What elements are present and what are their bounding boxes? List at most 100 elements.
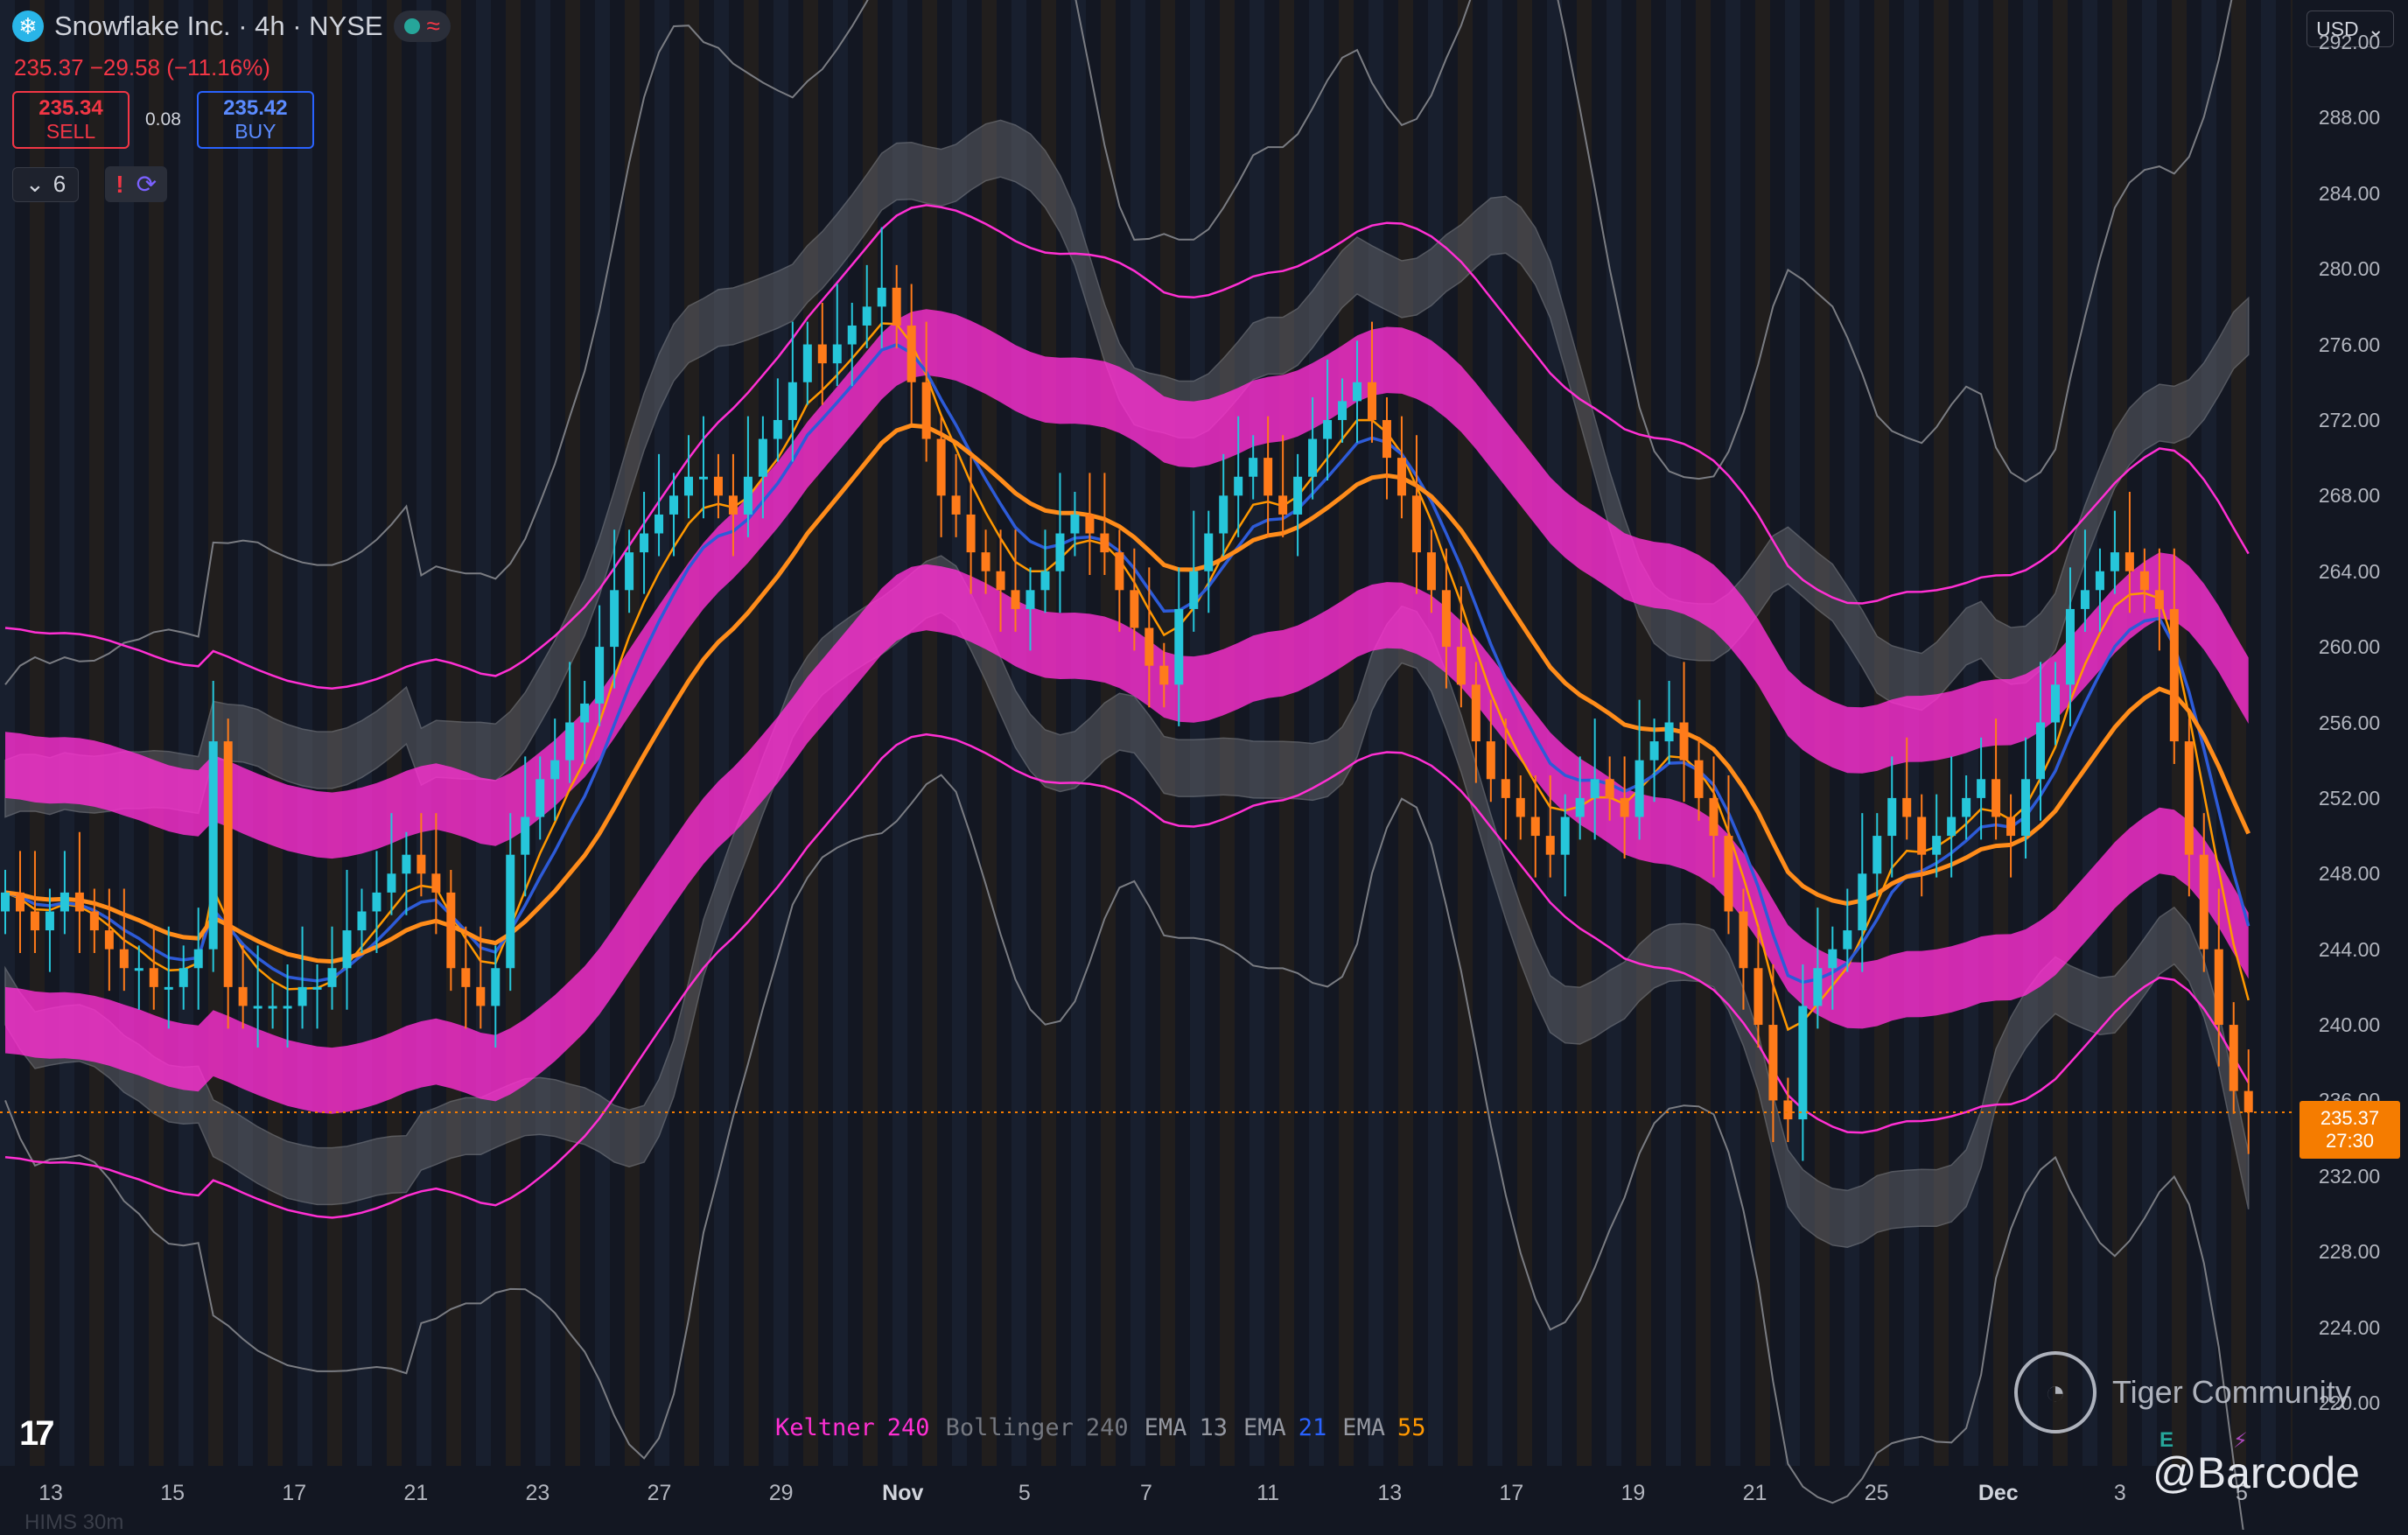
candle-body	[565, 722, 575, 760]
session-stripe	[119, 0, 134, 1466]
legend-name: EMA	[1342, 1414, 1386, 1441]
price-tick-label: 244.00	[2318, 937, 2381, 961]
legend-item[interactable]: EMA 55	[1342, 1414, 1425, 1441]
indicator-legend[interactable]: Keltner 240 Bollinger 240 EMA 13 EMA 21 EMA 55	[775, 1414, 1426, 1441]
candle-body	[788, 382, 797, 420]
candle-body	[1724, 836, 1733, 912]
legend-item[interactable]: Keltner 240	[775, 1414, 930, 1441]
candle-body	[431, 873, 441, 893]
warning-icon[interactable]: !	[116, 170, 124, 198]
candle-body	[223, 741, 233, 987]
price-tick-label: 276.00	[2318, 333, 2381, 356]
candle-body	[1501, 779, 1510, 798]
candle-body	[610, 590, 620, 648]
candle-body	[625, 552, 634, 591]
candle-body	[1634, 760, 1644, 817]
sell-button[interactable]: 235.34 SELL	[12, 91, 130, 149]
flash-event-icon[interactable]: ⚡	[2233, 1429, 2248, 1453]
candle-body	[1516, 797, 1525, 817]
candle-body	[208, 741, 218, 950]
price-change: 235.37 −29.58 (−11.16%)	[14, 54, 270, 81]
legend-param: 55	[1397, 1414, 1426, 1441]
price-tick-label: 292.00	[2318, 31, 2381, 53]
sync-icon[interactable]: ⟳	[136, 171, 158, 198]
bar-countdown: 27:30	[2325, 1130, 2375, 1152]
time-tick-label: 27	[647, 1481, 672, 1505]
candle-body	[892, 287, 901, 326]
candle-body	[2065, 608, 2075, 685]
price-tick-label: 252.00	[2318, 786, 2381, 810]
wave-icon: ≈	[426, 12, 440, 39]
candle-body	[2184, 741, 2194, 855]
legend-item[interactable]: EMA 13	[1144, 1414, 1228, 1441]
indicator-status[interactable]: ! ⟳	[105, 166, 168, 202]
candle-body	[1575, 797, 1585, 817]
session-stripe	[1606, 0, 1621, 1466]
time-tick-label: 15	[160, 1481, 186, 1505]
candle-body	[713, 476, 723, 496]
session-stripe	[1726, 0, 1740, 1466]
symbol-title[interactable]: Snowflake Inc. · 4h · NYSE	[54, 11, 383, 41]
session-stripe	[1190, 0, 1205, 1466]
candle-body	[1664, 722, 1674, 742]
candle-body	[491, 968, 500, 1006]
candle-body	[1605, 779, 1614, 798]
candle-body	[357, 911, 367, 931]
candle-body	[178, 968, 188, 987]
legend-name: EMA	[1144, 1414, 1187, 1441]
price-tick-label: 288.00	[2318, 106, 2381, 130]
legend-item[interactable]: Bollinger 240	[946, 1414, 1129, 1441]
keltner-outer-lower	[4, 732, 2250, 1219]
tiger-community-watermark: ◔ Tiger Community	[2014, 1351, 2351, 1433]
candle-body	[2139, 571, 2149, 591]
bollinger-outer-lower	[4, 774, 2244, 1530]
buy-button[interactable]: 235.42 BUY	[196, 91, 314, 149]
candle-body	[387, 873, 396, 893]
candle-body	[1396, 458, 1406, 496]
session-stripe	[60, 0, 74, 1466]
candle-body	[2021, 779, 2031, 837]
market-status-pill[interactable]: ≈	[393, 11, 451, 42]
legend-name: Bollinger	[945, 1414, 1074, 1441]
time-tick-label: 5	[2236, 1481, 2248, 1505]
candle-body	[2124, 552, 2134, 571]
bottom-symbol-faded: HIMS 30m	[24, 1510, 124, 1534]
price-tick-label: 272.00	[2318, 408, 2381, 431]
candle-body	[1070, 514, 1080, 534]
candle-body	[951, 495, 961, 515]
candle-body	[1323, 419, 1333, 439]
last-price: 235.37	[2320, 1107, 2380, 1129]
legend-param: 21	[1298, 1414, 1327, 1441]
session-stripe	[744, 0, 759, 1466]
legend-item[interactable]: EMA 21	[1243, 1414, 1326, 1441]
candle-body	[45, 911, 54, 931]
candle-body	[1130, 590, 1139, 628]
candle-body	[1783, 1100, 1793, 1120]
price-tick-label: 232.00	[2318, 1164, 2381, 1188]
candle-body	[1917, 817, 1927, 855]
candle-body	[402, 854, 411, 874]
price-tick-label: 280.00	[2318, 257, 2381, 281]
time-tick-label: 17	[1499, 1481, 1524, 1505]
tiger-logo-icon: ◔	[2014, 1351, 2096, 1433]
currency-select[interactable]: USD ⌄	[2306, 11, 2394, 47]
candle-body	[327, 968, 337, 987]
session-stripe	[892, 0, 907, 1466]
candle-body	[966, 514, 976, 553]
time-tick-label: 11	[1256, 1481, 1280, 1505]
session-stripe	[982, 0, 997, 1466]
candle-body	[877, 287, 886, 307]
candle-body	[1189, 571, 1199, 609]
session-stripe	[2082, 0, 2097, 1466]
legend-name: Keltner	[775, 1414, 875, 1441]
candle-body	[536, 779, 545, 817]
legend-param: 240	[886, 1414, 930, 1441]
session-stripe	[89, 0, 104, 1466]
indicators-toggle[interactable]: ⌄ 6	[12, 166, 80, 202]
tradingview-logo-icon[interactable]: 17	[19, 1414, 54, 1453]
symbol-header[interactable]: ❄ Snowflake Inc. · 4h · NYSE ≈	[12, 11, 451, 42]
earnings-event-icon[interactable]: E	[2160, 1428, 2174, 1452]
candle-body	[74, 892, 84, 912]
